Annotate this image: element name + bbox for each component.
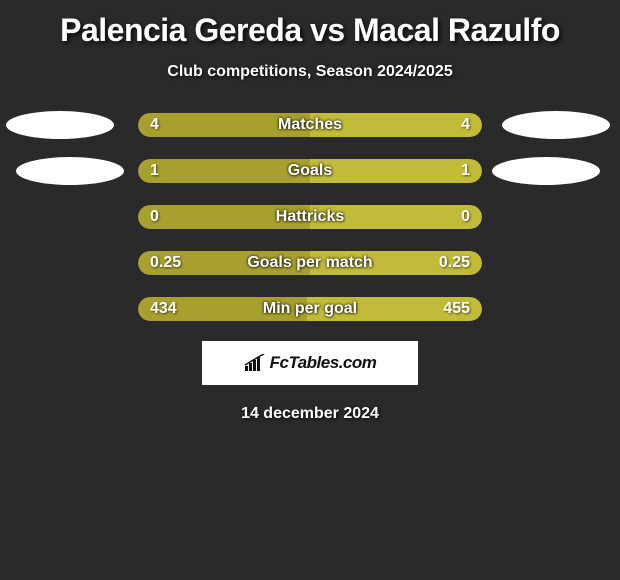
stat-label: Matches [278, 116, 342, 134]
stat-label: Goals [288, 162, 332, 180]
stat-row: 0 0 Hattricks [0, 205, 620, 229]
stat-bar: 434 455 Min per goal [138, 297, 482, 321]
stat-bar: 1 1 Goals [138, 159, 482, 183]
stat-bar: 0 0 Hattricks [138, 205, 482, 229]
brand-box: FcTables.com [202, 341, 418, 385]
player-ellipse-right [492, 157, 600, 185]
stat-value-right: 0.25 [439, 254, 470, 272]
stats-rows: 4 4 Matches 1 1 Goals 0 0 Hattricks 0.25 0.25 Goals… [0, 113, 620, 321]
stat-bar: 0.25 0.25 Goals per match [138, 251, 482, 275]
brand-text: FcTables.com [270, 353, 377, 373]
date-text: 14 december 2024 [241, 405, 379, 423]
page-title: Palencia Gereda vs Macal Razulfo [60, 12, 560, 49]
stat-label: Min per goal [263, 300, 357, 318]
stat-row: 1 1 Goals [0, 159, 620, 183]
stat-row: 0.25 0.25 Goals per match [0, 251, 620, 275]
stat-label: Goals per match [247, 254, 372, 272]
stat-value-right: 455 [443, 300, 470, 318]
stat-value-right: 1 [461, 162, 470, 180]
bar-segment-right [310, 159, 482, 183]
stat-label: Hattricks [276, 208, 344, 226]
stat-value-left: 4 [150, 116, 159, 134]
stat-bar: 4 4 Matches [138, 113, 482, 137]
player-ellipse-left [16, 157, 124, 185]
stat-value-left: 434 [150, 300, 177, 318]
subtitle: Club competitions, Season 2024/2025 [167, 63, 452, 81]
player-ellipse-right [502, 111, 610, 139]
player-ellipse-left [6, 111, 114, 139]
stat-row: 4 4 Matches [0, 113, 620, 137]
bar-segment-left [138, 159, 310, 183]
stat-value-right: 0 [461, 208, 470, 226]
stat-value-left: 0 [150, 208, 159, 226]
stat-value-left: 1 [150, 162, 159, 180]
stat-row: 434 455 Min per goal [0, 297, 620, 321]
stat-value-right: 4 [461, 116, 470, 134]
bar-chart-icon [244, 354, 266, 372]
stat-value-left: 0.25 [150, 254, 181, 272]
